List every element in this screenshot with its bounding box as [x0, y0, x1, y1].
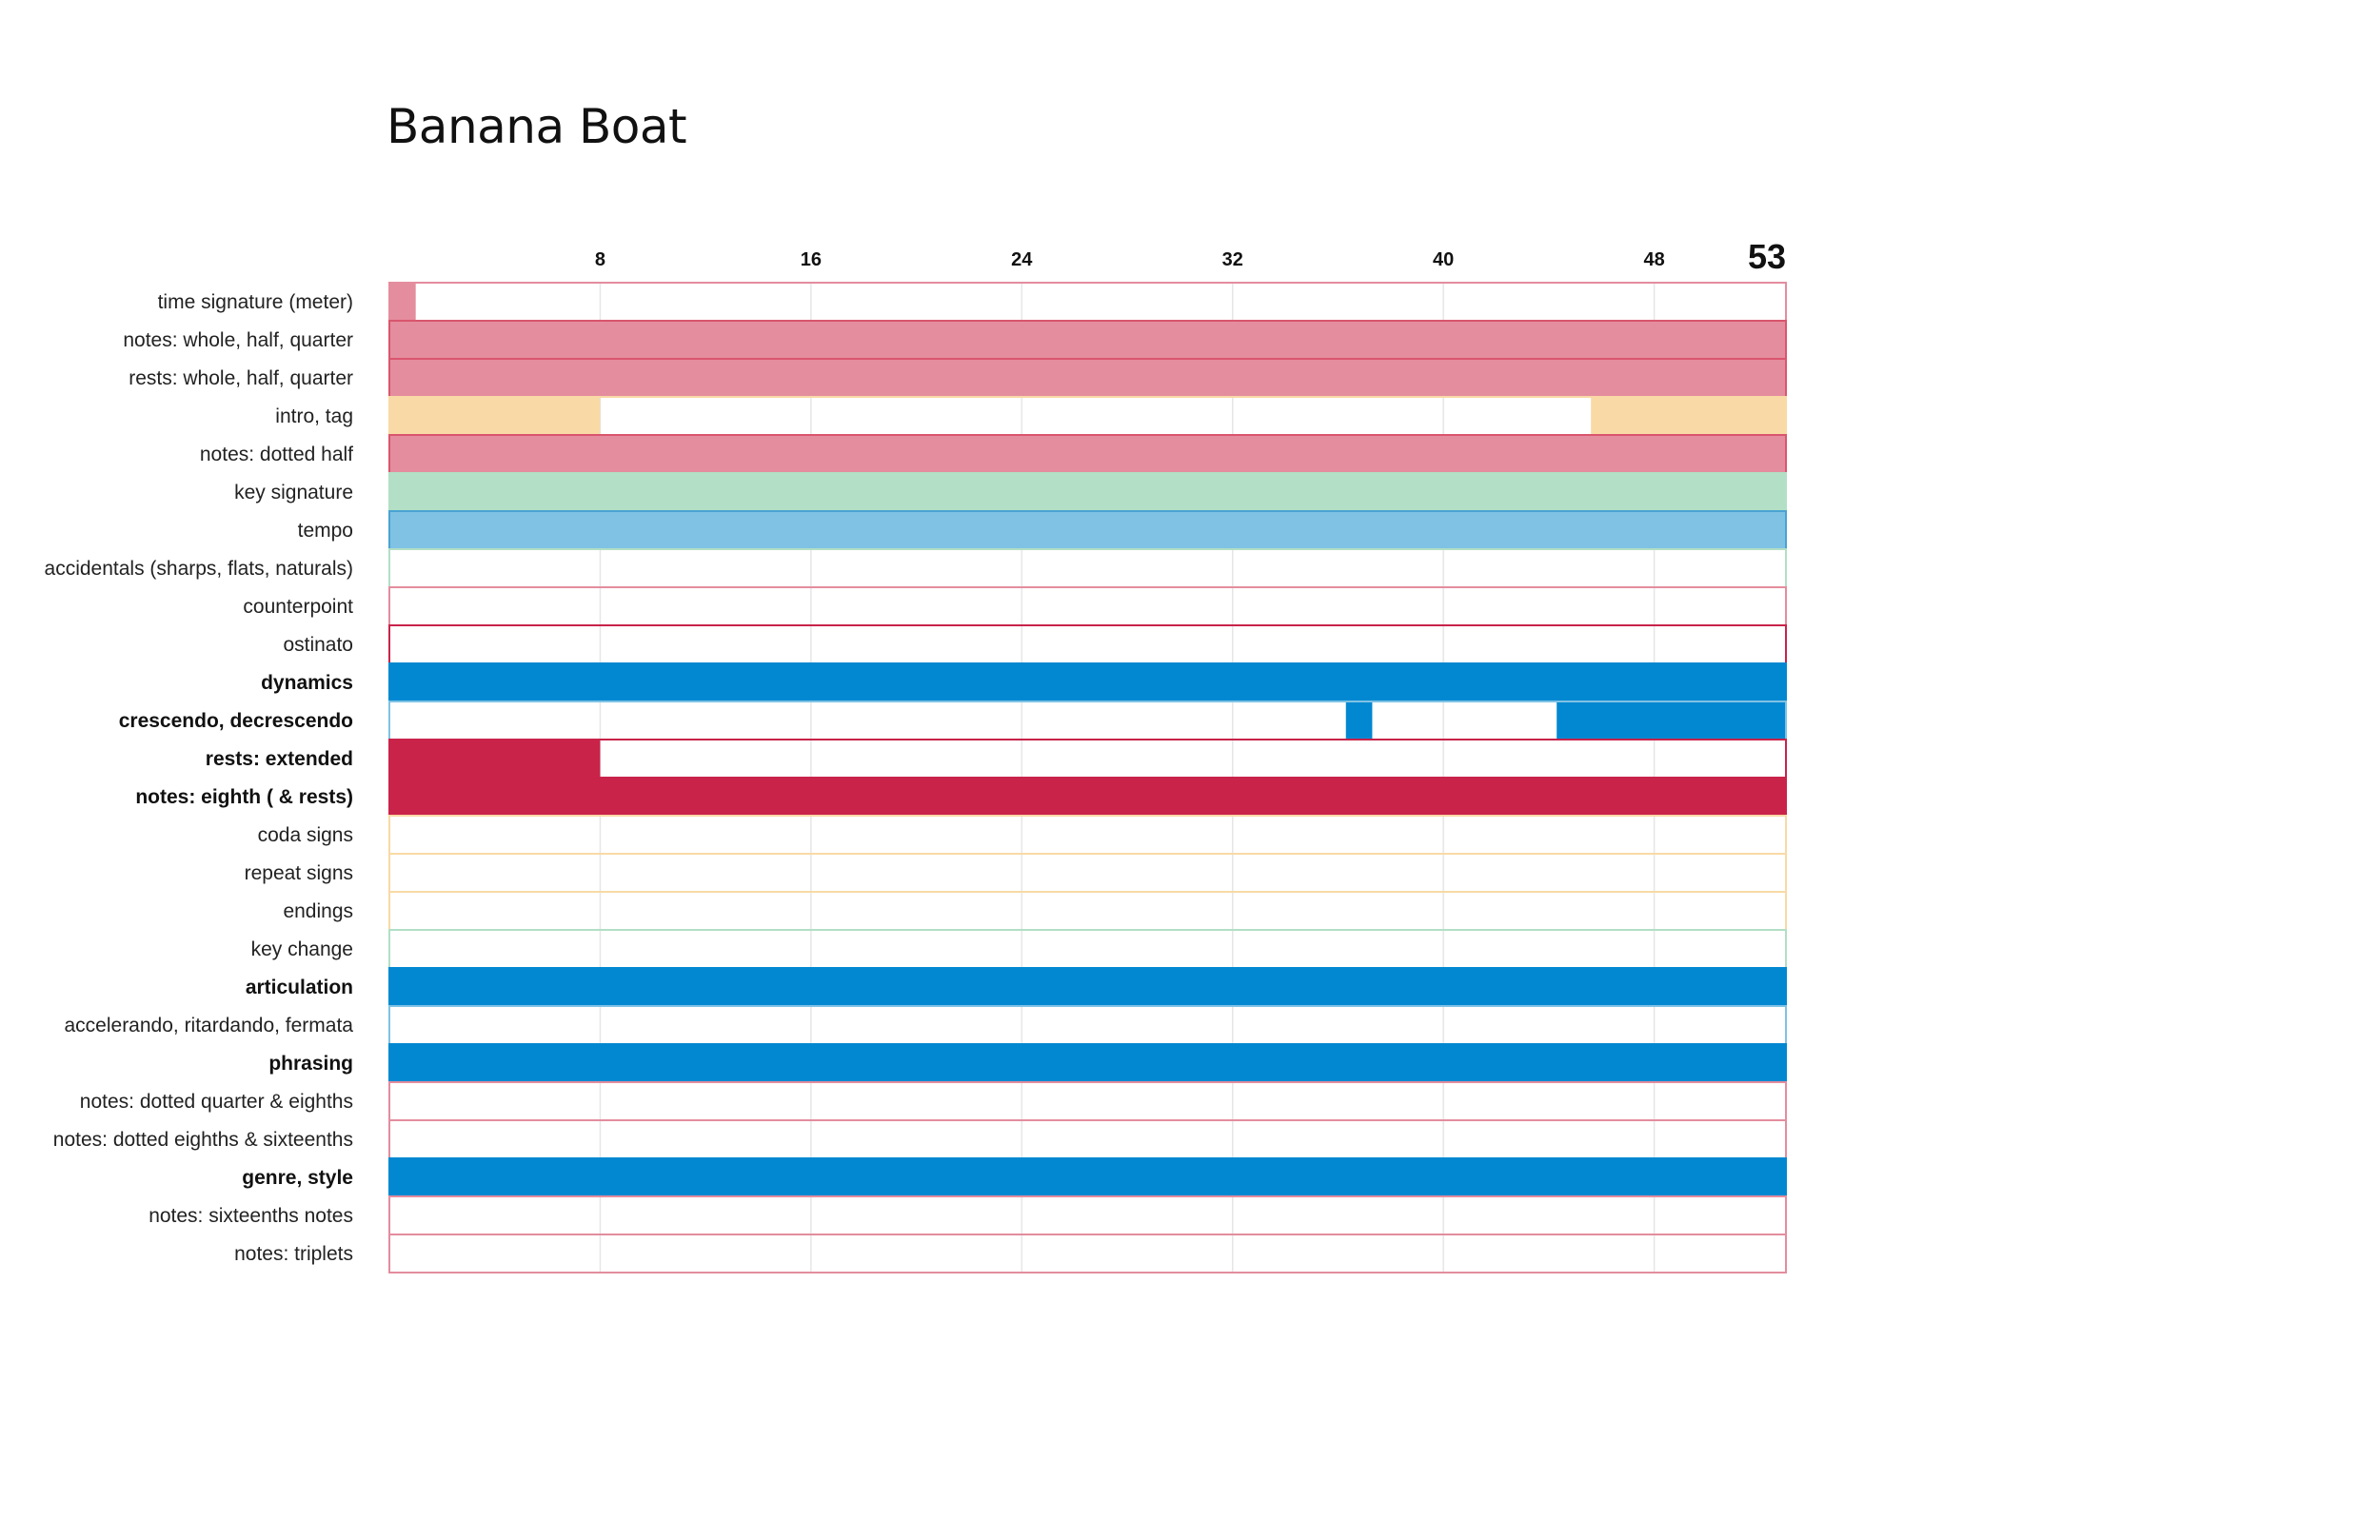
bar-segment	[1591, 397, 1786, 435]
row-label: rests: extended	[206, 748, 353, 770]
row-border	[388, 1195, 1787, 1235]
row-label: intro, tag	[275, 405, 353, 427]
bar-segment	[389, 1044, 1786, 1082]
row-border	[388, 929, 1787, 969]
row-border	[388, 1119, 1787, 1159]
row-label: genre, style	[242, 1167, 353, 1189]
x-tick-label: 8	[595, 249, 605, 270]
x-tick-label: 16	[801, 249, 822, 270]
row-border	[388, 624, 1787, 664]
row-label: articulation	[246, 977, 353, 998]
row-border	[388, 548, 1787, 588]
x-tick-labels: 8 16 24 32 40 48 53	[595, 237, 1786, 276]
bars	[389, 283, 1786, 1196]
row-border	[388, 1005, 1787, 1045]
row-border	[388, 815, 1787, 855]
row-border	[388, 1234, 1787, 1273]
row-label: ostinato	[283, 634, 353, 656]
row-label: rests: whole, half, quarter	[129, 367, 353, 389]
bar-segment	[389, 740, 601, 778]
bar-segment	[389, 321, 1786, 359]
bar-segment	[389, 397, 601, 435]
row-label: accidentals (sharps, flats, naturals)	[45, 558, 353, 580]
bar-segment	[389, 435, 1786, 473]
row-label: endings	[283, 900, 353, 922]
row-border	[388, 891, 1787, 931]
row-label: notes: sixteenths notes	[149, 1205, 353, 1227]
total-measures-label: 53	[1748, 237, 1786, 276]
row-border	[388, 1081, 1787, 1121]
row-label: time signature (meter)	[158, 291, 353, 313]
row-label: notes: eighth ( & rests)	[135, 786, 353, 808]
row-border	[388, 853, 1787, 893]
bar-segment	[389, 778, 1786, 816]
row-label: key change	[251, 938, 353, 960]
row-label: accelerando, ritardando, fermata	[64, 1015, 353, 1037]
row-label: crescendo, decrescendo	[119, 710, 353, 732]
row-label: phrasing	[268, 1053, 353, 1075]
row-label: notes: dotted eighths & sixteenths	[53, 1129, 353, 1151]
row-label: repeat signs	[245, 862, 353, 884]
bar-segment	[389, 663, 1786, 701]
row-label: counterpoint	[243, 596, 353, 618]
x-tick-label: 32	[1222, 249, 1243, 270]
x-tick-label: 24	[1011, 249, 1033, 270]
chart-title: Banana Boat	[387, 99, 687, 154]
row-label: notes: dotted half	[200, 444, 353, 465]
row-label: key signature	[234, 482, 353, 503]
row-label: tempo	[298, 520, 353, 542]
x-tick-label: 40	[1433, 249, 1454, 270]
bar-segment	[1345, 701, 1373, 740]
bar-segment	[389, 1158, 1786, 1196]
row-label: coda signs	[258, 824, 353, 846]
bar-segment	[389, 359, 1786, 397]
row-label: notes: whole, half, quarter	[123, 329, 353, 351]
row-border	[388, 282, 1787, 322]
row-label: dynamics	[261, 672, 353, 694]
row-border	[388, 586, 1787, 626]
row-label: notes: dotted quarter & eighths	[80, 1091, 353, 1113]
row-label: notes: triplets	[234, 1243, 353, 1265]
bar-segment	[389, 473, 1786, 511]
bar-segment	[1557, 701, 1786, 740]
bar-segment	[389, 511, 1786, 549]
row-borders	[388, 282, 1787, 1273]
bar-segment	[389, 283, 416, 321]
bar-segment	[389, 968, 1786, 1006]
row-labels: time signature (meter) notes: whole, half…	[45, 291, 354, 1265]
x-tick-label: 48	[1643, 249, 1664, 270]
